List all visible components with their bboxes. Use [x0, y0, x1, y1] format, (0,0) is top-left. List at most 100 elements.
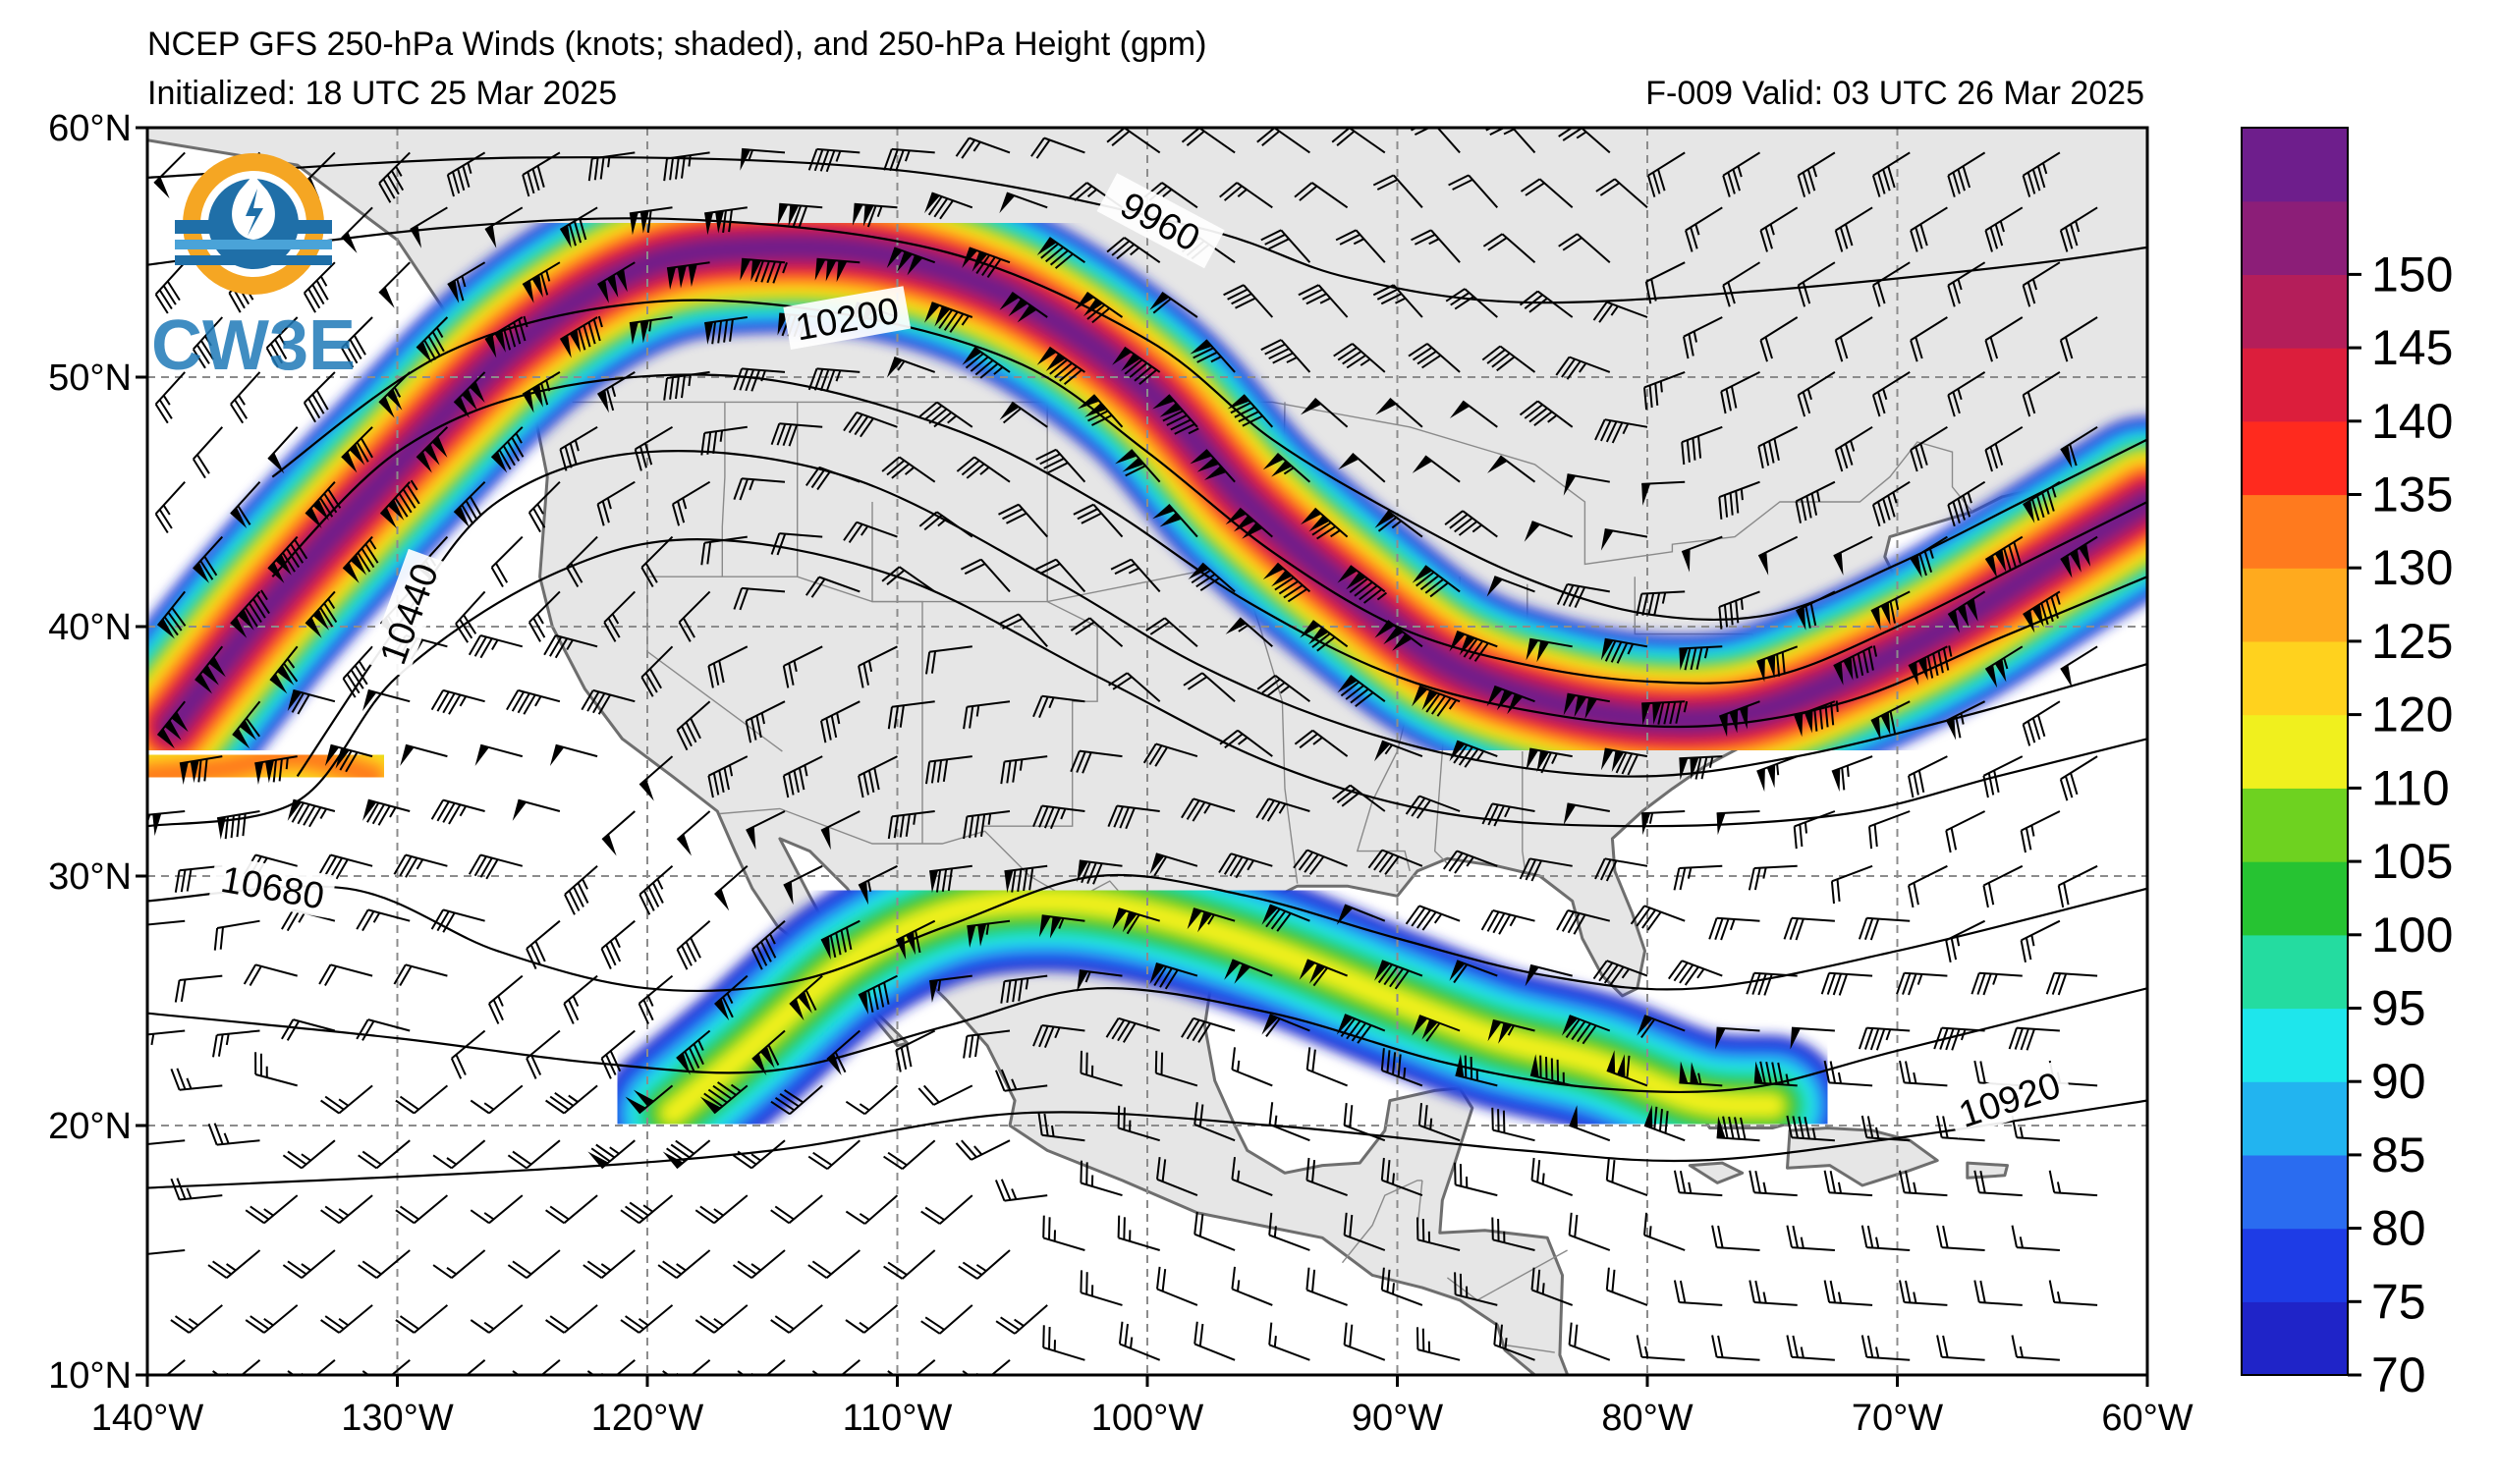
barb-feather: [158, 509, 173, 529]
barb-feather: [1261, 799, 1275, 820]
wind-barb: [1858, 1026, 1911, 1051]
barb-feather: [1640, 1018, 1656, 1038]
barb-pennant: [1833, 662, 1844, 686]
barb-feather: [1049, 249, 1069, 266]
barb-pennant: [1074, 292, 1094, 310]
barb-feather: [158, 289, 173, 310]
wind-barb: [156, 590, 187, 639]
barb-staff: [891, 810, 935, 818]
barb-half-feather: [1273, 1336, 1277, 1347]
wind-barb: [1268, 1102, 1310, 1142]
barb-pennant: [1611, 750, 1625, 773]
barb-feather: [1979, 1061, 1986, 1083]
barb-feather: [1372, 174, 1395, 187]
barb-feather: [1235, 857, 1249, 879]
barb-feather: [1496, 356, 1516, 372]
barb-staff: [1237, 729, 1273, 757]
barb-staff: [1124, 237, 1161, 264]
barb-staff: [967, 700, 1011, 708]
barb-pennant: [1449, 401, 1471, 418]
barb-staff: [704, 425, 748, 434]
barb-feather: [1994, 223, 2004, 247]
barb-feather: [1728, 1116, 1735, 1139]
wind-barb: [267, 535, 308, 583]
wind-barb: [1561, 1015, 1611, 1045]
barb-feather: [1641, 908, 1657, 929]
barb-pennant: [1077, 970, 1088, 992]
barb-feather: [1971, 972, 1980, 995]
barb-feather: [1945, 830, 1952, 853]
barb-feather: [788, 663, 795, 686]
barb-half-feather: [1894, 598, 1900, 611]
barb-feather: [1945, 940, 1952, 962]
barb-feather: [1982, 775, 1989, 798]
barb-feather: [1119, 806, 1130, 829]
barb-feather: [658, 1374, 660, 1375]
barb-staff: [746, 810, 786, 832]
barb-feather: [1923, 550, 1933, 573]
barb-feather: [1918, 553, 1927, 577]
wind-barb: [1268, 1212, 1310, 1251]
barb-pennant: [2060, 445, 2073, 468]
barb-feather: [512, 1150, 532, 1166]
barb-feather: [1042, 1215, 1045, 1238]
barb-pennant: [287, 799, 303, 821]
barb-half-feather: [1237, 1060, 1241, 1072]
wind-barb: [526, 919, 561, 970]
barb-feather: [754, 260, 764, 283]
barb-feather: [843, 522, 858, 541]
barb-feather: [1786, 1115, 1793, 1138]
barb-staff: [1164, 617, 1198, 648]
cw3e-logo-icon: CW3E: [151, 153, 356, 385]
barb-feather: [939, 199, 954, 220]
wind-barb: [549, 743, 598, 766]
barb-staff: [1418, 1124, 1461, 1142]
barb-staff: [378, 371, 411, 404]
barb-half-feather: [1696, 968, 1705, 979]
barb-feather: [918, 401, 938, 417]
barb-feather: [1561, 358, 1577, 378]
barb-half-feather: [614, 936, 621, 949]
wind-barb: [638, 974, 674, 1024]
barb-feather: [358, 1264, 377, 1280]
barb-staff: [563, 1304, 598, 1334]
barb-pennant: [379, 396, 395, 418]
barb-feather: [1043, 1026, 1055, 1048]
barb-staff: [1232, 1178, 1273, 1197]
wind-barb: [265, 316, 299, 368]
wind-barb: [603, 590, 637, 642]
barb-feather: [1729, 492, 1734, 516]
wind-barb: [2011, 1335, 2060, 1361]
barb-pennant: [699, 1096, 721, 1114]
barb-feather: [353, 334, 366, 356]
barb-feather: [1717, 1335, 1724, 1358]
barb-feather: [269, 343, 283, 364]
barb-staff: [1081, 1292, 1123, 1306]
barb-feather: [361, 910, 375, 932]
barb-feather: [819, 149, 830, 172]
wind-barb: [1106, 237, 1161, 264]
barb-staff: [147, 1139, 186, 1146]
barb-half-feather: [1503, 128, 1515, 136]
barb-feather: [1195, 573, 1216, 588]
colorbar-swatch: [2242, 128, 2348, 202]
wind-barb: [1333, 343, 1386, 373]
barb-feather: [1311, 1049, 1316, 1072]
barb-pennant: [1690, 1062, 1699, 1084]
barb-feather: [1411, 797, 1426, 817]
barb-feather: [779, 1092, 800, 1108]
barb-feather: [283, 1374, 286, 1375]
barb-staff: [1947, 371, 1986, 397]
barb-feather: [1416, 908, 1432, 929]
wind-barb: [1834, 425, 1873, 472]
barb-pennant: [1412, 686, 1428, 707]
barb-half-feather: [1737, 165, 1743, 178]
barb-feather: [1795, 918, 1804, 941]
height-contour: [147, 217, 2147, 621]
barb-feather: [677, 500, 686, 523]
wind-barb: [707, 645, 749, 688]
barb-feather: [349, 339, 362, 359]
barb-half-feather: [278, 334, 286, 346]
barb-pennant: [886, 247, 903, 268]
barb-staff: [714, 865, 749, 896]
